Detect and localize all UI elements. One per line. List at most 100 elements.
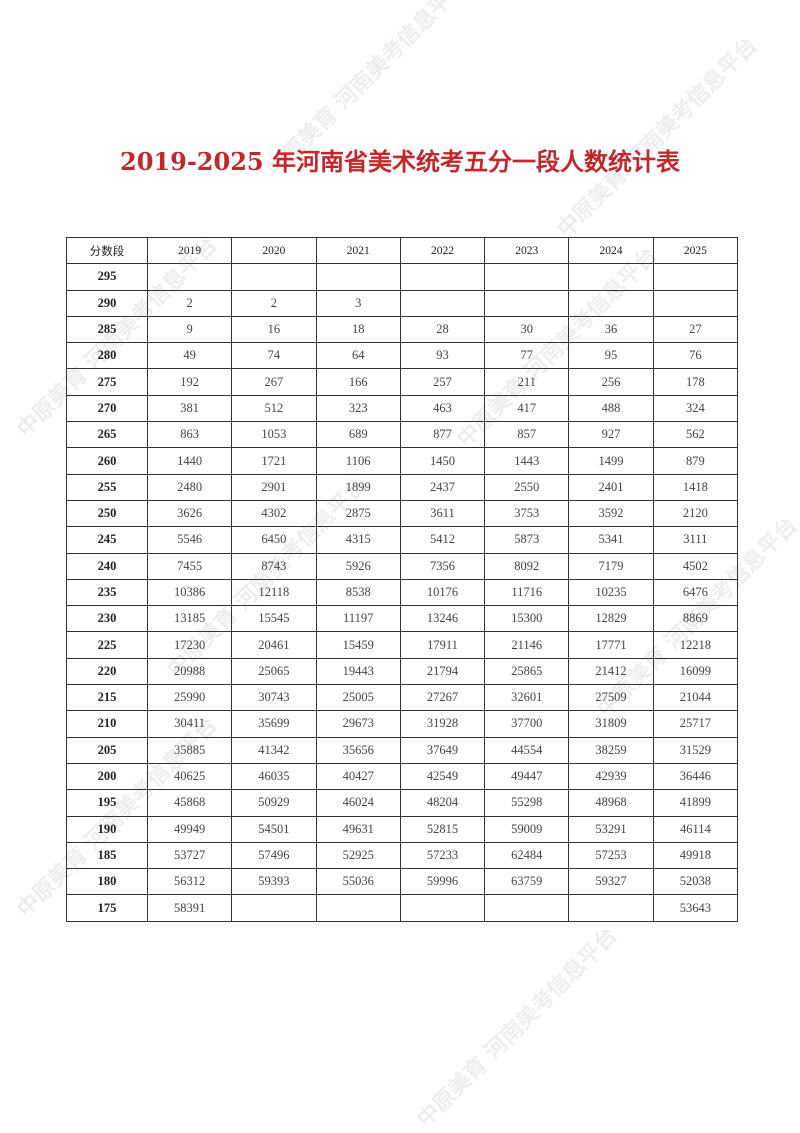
table-row: 255 2480 2901 1899 2437 2550 2401 1418 xyxy=(66,473,739,501)
count-cell: 31928 xyxy=(399,710,486,738)
count-cell: 52038 xyxy=(652,868,739,896)
count-cell: 25865 xyxy=(484,657,570,686)
count-cell: 2901 xyxy=(231,473,317,501)
count-cell: 323 xyxy=(315,394,401,423)
count-cell: 50929 xyxy=(231,789,317,817)
count-cell: 8092 xyxy=(484,552,570,580)
count-cell: 211 xyxy=(484,368,570,396)
count-cell: 4302 xyxy=(231,499,317,528)
count-cell: 2401 xyxy=(568,473,654,501)
count-cell: 11197 xyxy=(315,605,401,633)
count-cell: 30743 xyxy=(231,684,317,712)
count-cell: 55298 xyxy=(484,789,570,817)
count-cell: 55036 xyxy=(315,868,401,896)
count-cell: 21146 xyxy=(484,631,570,659)
count-cell: 3 xyxy=(315,289,401,317)
count-cell: 30411 xyxy=(146,710,233,738)
table-row: 245 5546 6450 4315 5412 5873 5341 3111 xyxy=(66,526,739,554)
table-row: 275 192 267 166 257 211 256 178 xyxy=(66,368,739,396)
score-cell: 260 xyxy=(66,447,148,475)
count-cell: 5546 xyxy=(146,526,233,554)
count-cell: 2480 xyxy=(146,473,233,501)
count-cell xyxy=(652,263,739,291)
count-cell: 63759 xyxy=(484,868,570,896)
count-cell: 35699 xyxy=(231,710,317,738)
count-cell: 2550 xyxy=(484,473,570,501)
count-cell xyxy=(399,289,486,317)
count-cell xyxy=(315,894,401,922)
count-cell: 27267 xyxy=(399,684,486,712)
count-cell: 2875 xyxy=(315,499,401,528)
score-cell: 220 xyxy=(66,657,148,686)
count-cell: 30 xyxy=(484,315,570,344)
count-cell: 25990 xyxy=(146,684,233,712)
count-cell: 3626 xyxy=(146,499,233,528)
count-cell xyxy=(484,289,570,317)
count-cell: 879 xyxy=(652,447,739,475)
count-cell: 12829 xyxy=(568,605,654,633)
count-cell: 15300 xyxy=(484,605,570,633)
header-year: 2025 xyxy=(652,236,739,265)
count-cell: 54501 xyxy=(231,815,317,843)
count-cell: 46114 xyxy=(652,815,739,843)
count-cell: 1440 xyxy=(146,447,233,475)
count-cell: 4315 xyxy=(315,526,401,554)
count-cell xyxy=(484,894,570,922)
count-cell: 18 xyxy=(315,315,401,344)
score-cell: 250 xyxy=(66,499,148,528)
watermark: 中原美育 河南美考信息平台 xyxy=(412,922,623,1133)
score-cell: 280 xyxy=(66,342,148,370)
count-cell xyxy=(315,263,401,291)
count-cell: 62484 xyxy=(484,841,570,870)
count-cell: 1418 xyxy=(652,473,739,501)
score-cell: 285 xyxy=(66,315,148,344)
table-row: 220 20988 25065 19443 21794 25865 21412 16099 xyxy=(66,657,739,686)
score-cell: 190 xyxy=(66,815,148,843)
table-row: 240 7455 8743 5926 7356 8092 7179 4502 xyxy=(66,552,739,580)
count-cell: 10386 xyxy=(146,578,233,607)
count-cell: 857 xyxy=(484,421,570,449)
count-cell xyxy=(231,894,317,922)
count-cell: 10176 xyxy=(399,578,486,607)
count-cell: 56312 xyxy=(146,868,233,896)
table-row: 260 1440 1721 1106 1450 1443 1499 879 xyxy=(66,447,739,475)
score-cell: 225 xyxy=(66,631,148,659)
table-row: 280 49 74 64 93 77 95 76 xyxy=(66,342,739,370)
count-cell: 8538 xyxy=(315,578,401,607)
count-cell: 35885 xyxy=(146,736,233,764)
count-cell: 927 xyxy=(568,421,654,449)
count-cell: 324 xyxy=(652,394,739,423)
count-cell: 1499 xyxy=(568,447,654,475)
table-row: 295 xyxy=(66,263,739,291)
table-row: 205 35885 41342 35656 37649 44554 38259 31529 xyxy=(66,736,739,764)
count-cell: 13185 xyxy=(146,605,233,633)
table-row: 270 381 512 323 463 417 488 324 xyxy=(66,394,739,423)
table-row: 230 13185 15545 11197 13246 15300 12829 8869 xyxy=(66,605,739,633)
table-row: 180 56312 59393 55036 59996 63759 59327 52038 xyxy=(66,868,739,896)
count-cell xyxy=(231,263,317,291)
count-cell: 76 xyxy=(652,342,739,370)
count-cell: 59327 xyxy=(568,868,654,896)
count-cell: 1443 xyxy=(484,447,570,475)
count-cell xyxy=(399,263,486,291)
header-year: 2022 xyxy=(399,236,486,265)
count-cell: 59996 xyxy=(399,868,486,896)
score-cell: 245 xyxy=(66,526,148,554)
count-cell: 49631 xyxy=(315,815,401,843)
header-year: 2023 xyxy=(484,236,570,265)
count-cell: 8869 xyxy=(652,605,739,633)
header-score-range: 分数段 xyxy=(66,236,148,265)
count-cell: 36 xyxy=(568,315,654,344)
count-cell: 2 xyxy=(231,289,317,317)
count-cell: 95 xyxy=(568,342,654,370)
count-cell: 58391 xyxy=(146,894,233,922)
count-cell: 3611 xyxy=(399,499,486,528)
count-cell: 5341 xyxy=(568,526,654,554)
count-cell xyxy=(568,894,654,922)
count-cell: 41342 xyxy=(231,736,317,764)
count-cell: 52815 xyxy=(399,815,486,843)
count-cell: 38259 xyxy=(568,736,654,764)
count-cell: 3592 xyxy=(568,499,654,528)
count-cell: 46035 xyxy=(231,762,317,791)
score-cell: 215 xyxy=(66,684,148,712)
